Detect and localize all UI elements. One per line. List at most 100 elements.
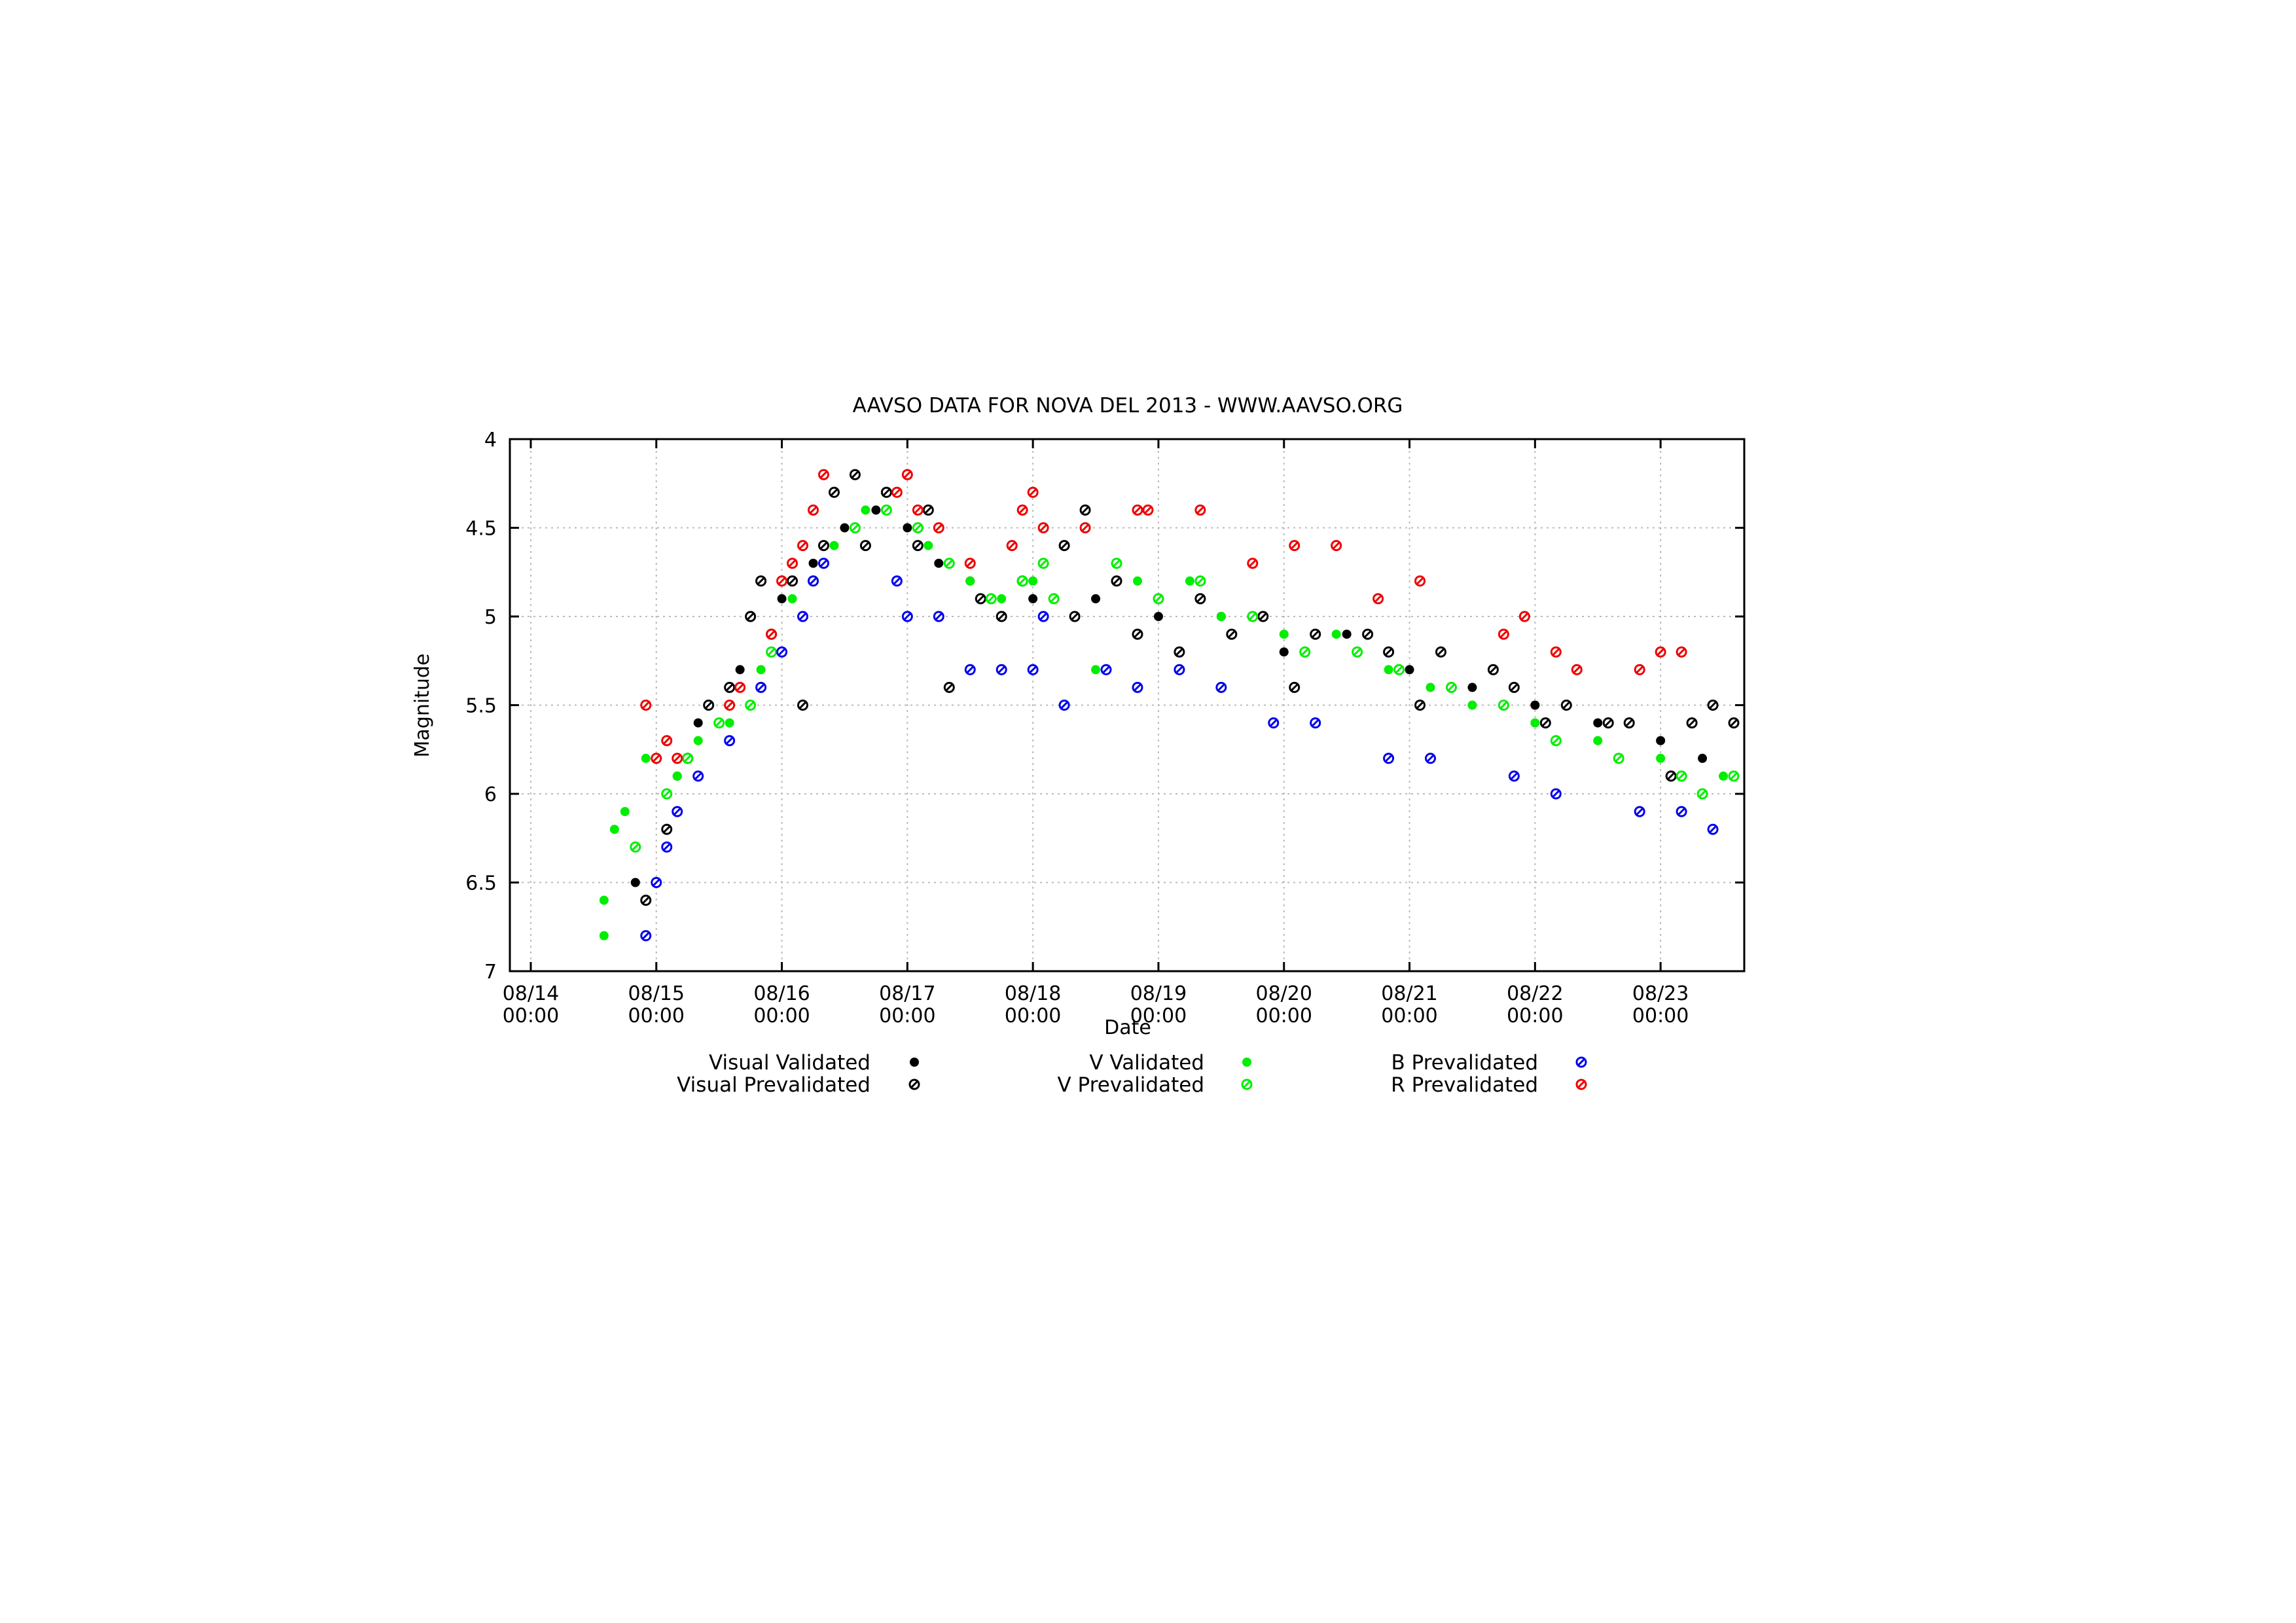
data-point [609,825,619,834]
data-point [1132,576,1142,586]
data-point [1226,628,1238,640]
legend-entry: R Prevalidated [1391,1073,1587,1097]
data-point [724,735,736,747]
legend-label: R Prevalidated [1391,1073,1538,1097]
data-point [776,646,788,658]
x-tick-label-time: 00:00 [1130,1005,1187,1027]
data-point [943,558,955,569]
data-point [871,505,881,515]
data-point [672,771,682,781]
x-tick-label-date: 08/18 [1005,982,1061,1005]
data-point [724,681,736,693]
legend-label: B Prevalidated [1391,1051,1538,1075]
legend-label: Visual Validated [709,1051,870,1075]
data-point [891,575,903,587]
data-point [861,505,870,515]
data-point [1560,700,1572,711]
x-tick-label-time: 00:00 [1381,1005,1437,1027]
data-point [891,486,903,498]
data-point [997,594,1007,603]
legend-entry: V Validated [1089,1051,1251,1075]
data-point [1048,593,1060,605]
data-point [640,930,652,942]
data-point [912,522,924,533]
data-point [1467,683,1477,692]
data-point [797,540,809,552]
data-point [1058,540,1070,552]
data-point [1194,593,1206,605]
legend-label: Visual Prevalidated [677,1073,870,1097]
data-point [1383,646,1395,658]
data-point [1393,664,1405,675]
data-point [1530,700,1540,710]
data-point [756,665,766,675]
data-point [1707,823,1719,835]
x-tick-label-date: 08/19 [1130,982,1187,1005]
data-point [1707,700,1719,711]
data-point [985,593,997,605]
data-point [1215,681,1227,693]
legend-marker [1575,1079,1587,1090]
legend-entry: V Prevalidated [1058,1073,1253,1097]
data-point [1508,681,1520,693]
data-point [1037,522,1049,533]
data-point [933,611,944,622]
legend-marker [1242,1058,1251,1067]
data-point [922,504,934,516]
data-point [630,841,641,853]
data-point [661,735,673,747]
data-point [1310,628,1321,640]
data-point [787,575,798,587]
legend-marker [908,1079,920,1090]
data-point [1027,486,1039,498]
x-tick-label-time: 00:00 [1256,1005,1312,1027]
data-point [1518,611,1530,622]
data-point [1352,646,1363,658]
y-tick-label: 5.5 [465,695,497,718]
legend-entry: Visual Prevalidated [677,1073,920,1097]
data-point [661,823,673,835]
data-point [840,523,850,533]
data-point [1362,628,1374,640]
data-point [1655,646,1666,658]
data-point [1698,753,1708,763]
x-tick-label-date: 08/17 [879,982,935,1005]
x-tick-label-time: 00:00 [753,1005,810,1027]
data-point [1028,594,1038,603]
data-point [693,718,703,728]
data-point [1383,753,1395,764]
data-point [1384,665,1393,675]
data-point [672,806,683,817]
data-point [1132,504,1143,516]
data-point [880,486,892,498]
data-point [1414,700,1426,711]
x-tick-label-time: 00:00 [1632,1005,1689,1027]
data-point [1111,575,1122,587]
data-point [1247,558,1259,569]
y-tick-label: 7 [484,961,497,984]
x-axis: 08/1400:0008/1500:0008/1600:0008/1700:00… [503,439,1689,1027]
data-point [817,469,829,480]
data-point [599,931,609,940]
data-point [1016,575,1028,587]
data-point [766,646,778,658]
data-point [1132,681,1143,693]
data-point [1257,611,1269,622]
data-point [903,523,912,533]
data-point [672,753,683,764]
data-point [1686,717,1698,729]
data-point [1405,665,1414,675]
data-point [787,558,798,569]
data-point [1289,540,1300,552]
data-point [734,681,746,693]
data-point [1247,611,1259,622]
data-point [1665,770,1677,782]
data-point [1037,611,1049,622]
data-point [766,628,778,640]
data-point [1006,540,1018,552]
data-point [682,753,694,764]
x-tick-label-time: 00:00 [628,1005,685,1027]
